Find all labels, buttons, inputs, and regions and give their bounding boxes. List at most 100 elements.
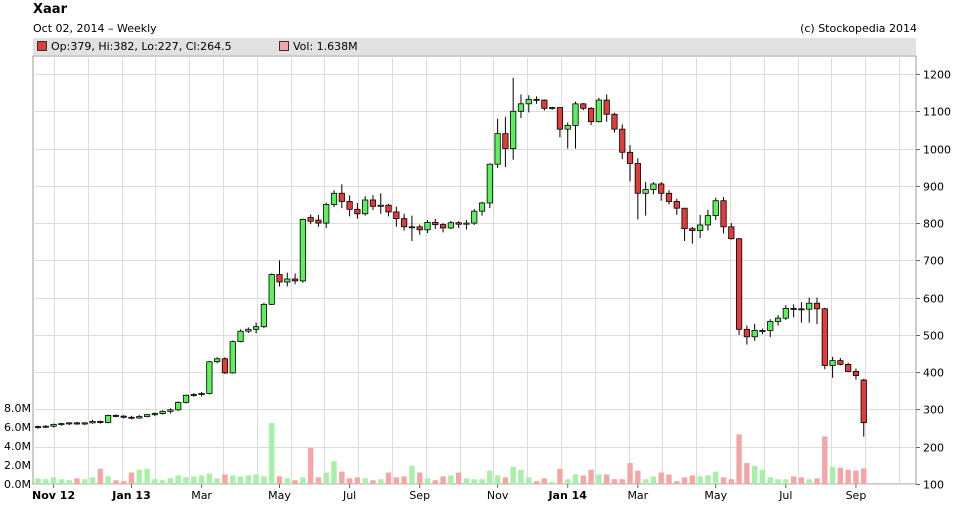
volume-tick-label: 8.0M [4,402,31,415]
volume-bar [401,476,407,484]
volume-bar [346,478,353,484]
volume-bar [759,469,766,484]
price-tick-label: 300 [923,404,944,417]
volume-bar [409,465,415,484]
candle-body [759,330,766,332]
volume-bar [214,478,220,484]
volume-bar [603,474,610,484]
candle-body [463,222,470,225]
volume-bar [674,481,680,484]
volume-bar [424,478,431,484]
volume-bar [650,476,657,484]
candle-body [276,274,283,283]
volume-bar [300,477,306,484]
candle-body [549,107,556,109]
volume-bar [245,475,252,484]
volume-bar [705,475,711,484]
volume-bar [557,468,563,484]
candle-body [478,202,486,212]
volume-bar [689,475,696,484]
candle-body [268,274,275,305]
candle-body [494,133,501,165]
candle-body [634,163,641,194]
price-tick-label: 900 [923,181,944,194]
candle-body [393,211,400,220]
candle-body [580,103,587,109]
volume-bar [292,480,298,484]
volume-bar [97,468,104,484]
candle-body [642,189,649,194]
candle-body [73,422,81,425]
volume-bar [315,477,322,484]
volume-bar [549,482,555,484]
candle-body [587,107,595,123]
candle-body [673,201,680,209]
candle-body [439,224,447,229]
candlesticks [34,77,867,437]
candle-body [97,420,104,423]
volume-bar [167,478,174,484]
candle-body [190,394,197,396]
candle-body [728,226,735,240]
price-tick-label: 600 [923,293,944,306]
candle-body [650,183,657,190]
volume-bar [790,476,797,484]
volume-bar [362,478,368,484]
candle-body [167,409,174,412]
chart-title: Xaar [33,2,67,17]
price-tick-label: 800 [923,218,944,231]
candle-body [58,423,65,426]
volume-bar [35,478,41,484]
candle-body [782,308,789,319]
legend-volume: Vol: 1.638M [279,38,358,55]
x-tick-label: Nov [487,489,509,502]
candle-body [330,192,338,205]
price-tick-label: 500 [923,330,944,343]
chart-grid [32,55,917,485]
volume-bar [861,468,867,484]
legend-ohlc: Op:379, Hi:382, Lo:227, Cl:264.5 [37,38,232,55]
candle-body [34,426,42,429]
volume-bar [50,477,57,484]
candle-body [105,415,112,423]
candle-body [66,422,73,425]
price-tick-label: 1000 [923,144,951,157]
candle-body [299,218,306,282]
candle-body [408,226,416,229]
candle-body [182,394,190,403]
volume-bar [845,469,851,484]
volume-bar [533,481,540,484]
candle-body [151,413,158,416]
candle-body [767,321,774,331]
candle-body [774,317,782,322]
volume-bar [494,475,501,484]
candle-body [369,199,377,207]
volume-bar [206,473,213,484]
legend-volume-label: Vol: 1.638M [293,40,358,53]
candle-body [120,415,127,418]
volume-bar [681,477,688,484]
volume-bar [74,478,80,484]
volume-bar [82,479,88,484]
volume-bar [370,480,376,484]
volume-bar [455,472,462,484]
volume-bar [378,479,384,484]
volume-bar [432,480,438,484]
candle-body [525,98,532,105]
candle-body [486,163,493,204]
volume-bar [323,472,329,484]
volume-bar [183,477,189,484]
candle-body [136,416,143,419]
candle-body [128,416,135,419]
candle-body [743,328,750,338]
candle-body [42,425,49,428]
candle-body [852,371,860,376]
candle-body [471,210,478,224]
volume-bar [775,479,781,484]
candle-body [159,410,166,414]
volume-bar [471,479,477,484]
volume-bar [518,469,524,484]
candle-body [821,308,828,366]
candle-body [112,415,119,417]
candle-body [845,363,852,372]
